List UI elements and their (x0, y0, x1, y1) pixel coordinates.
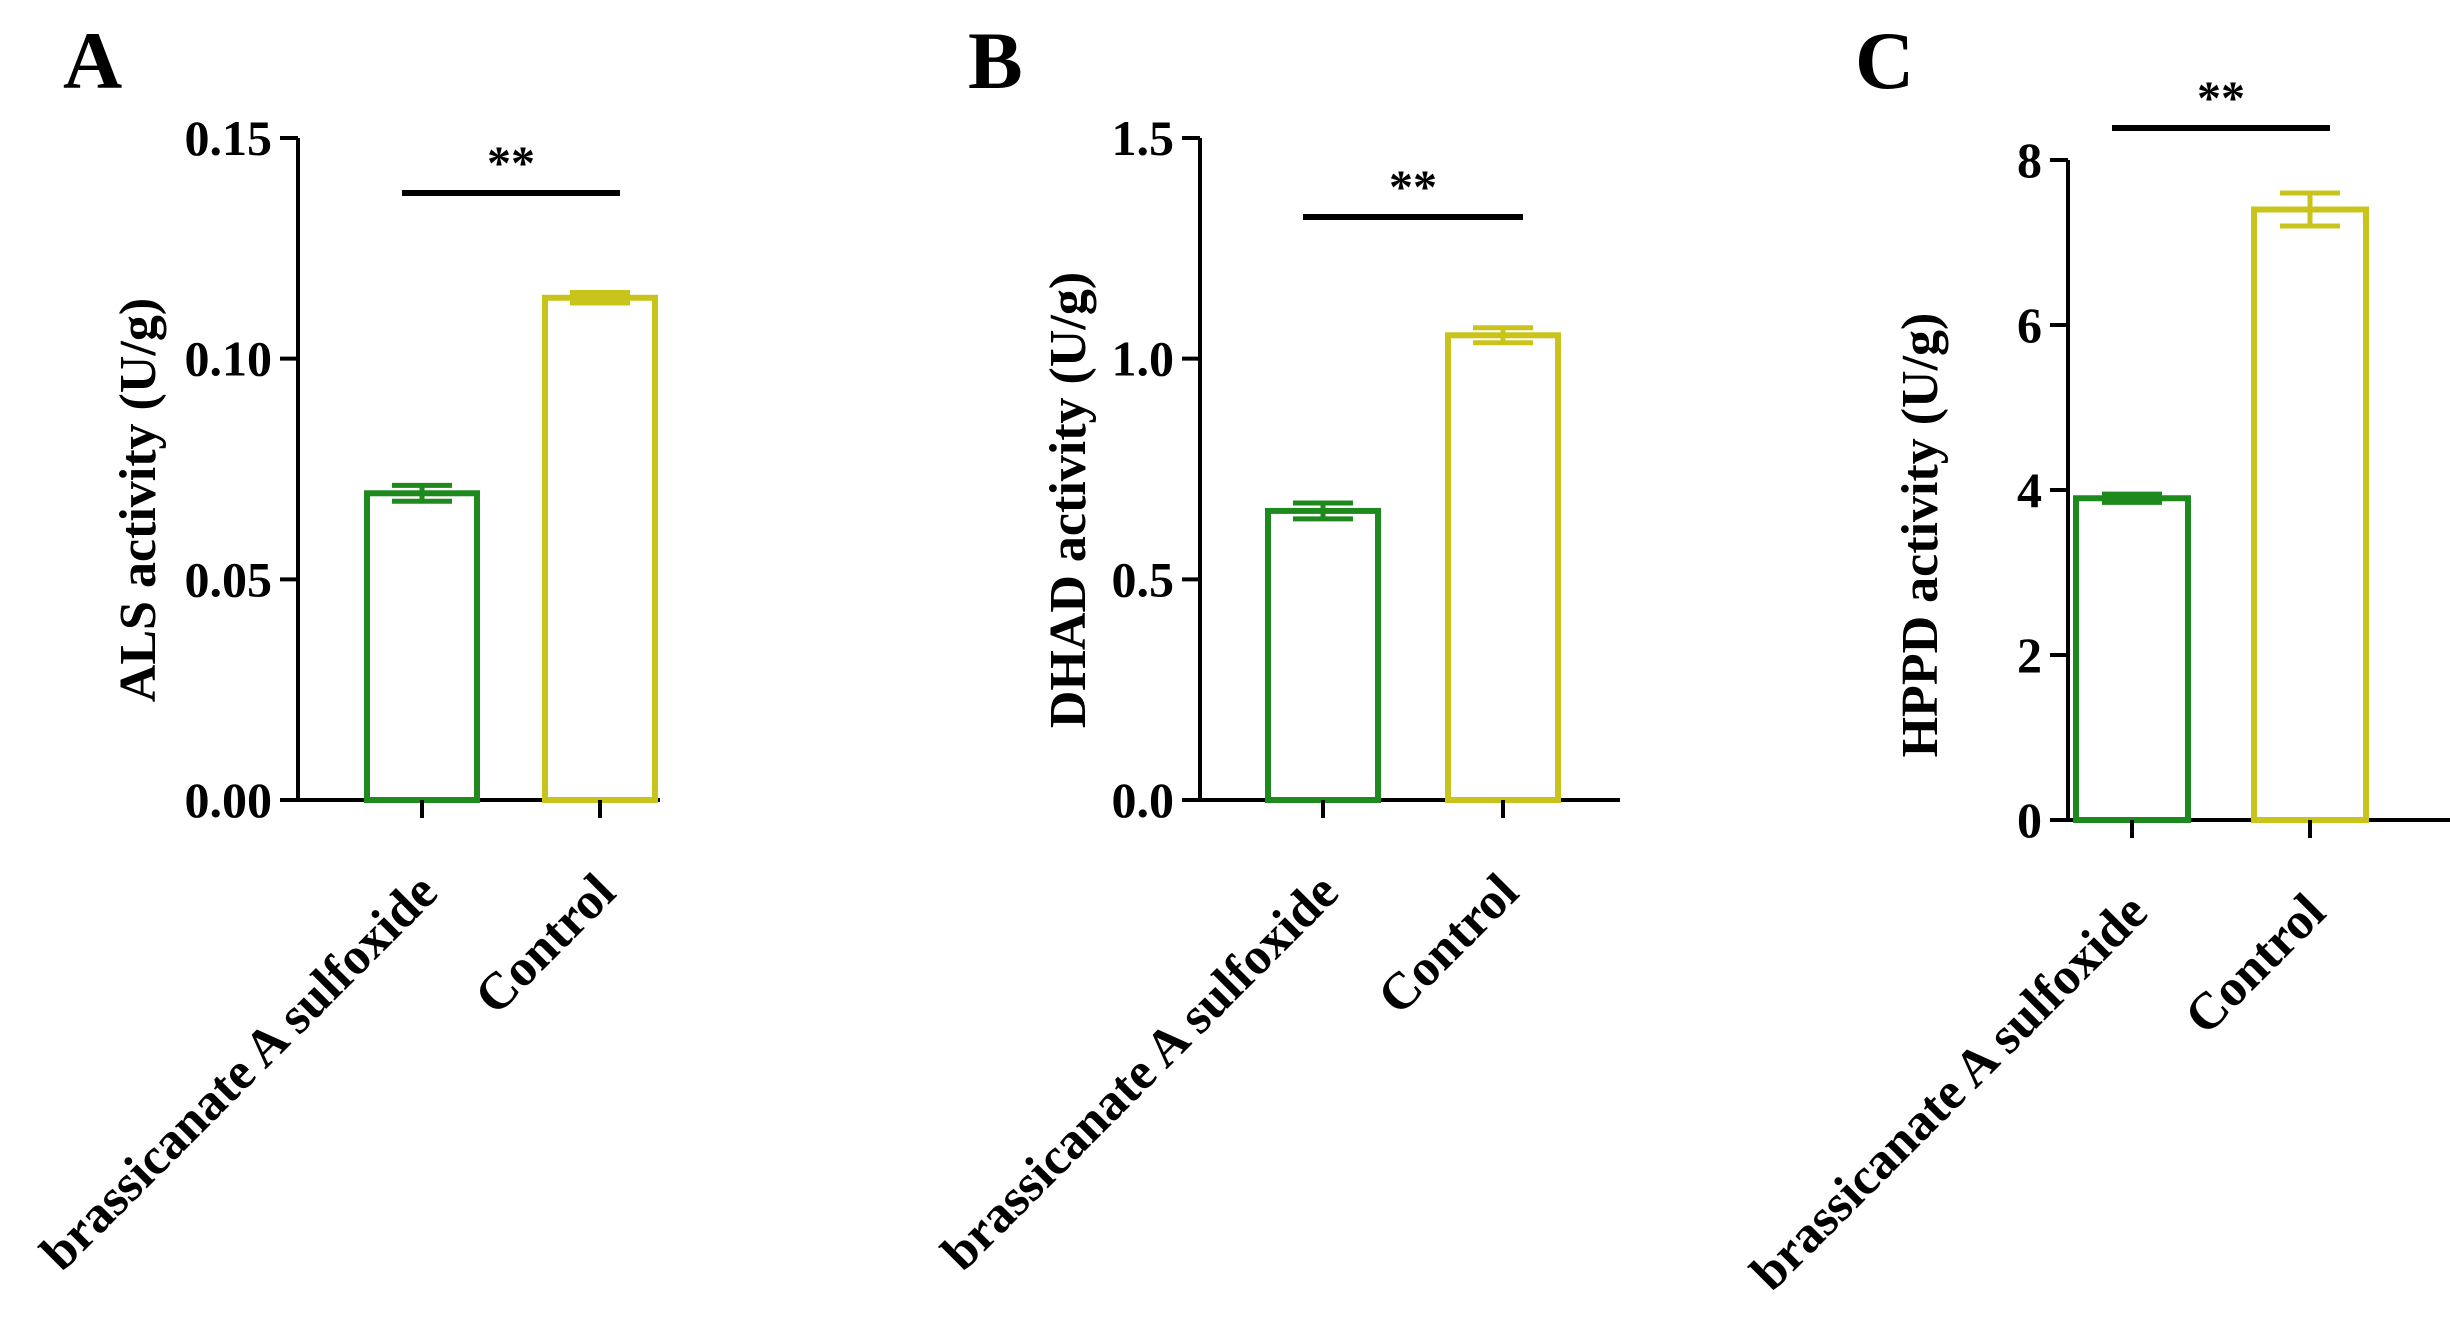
x-category-label: brassicanate A sulfoxide (30, 863, 448, 1281)
y-axis-title: HPPD activity (U/g) (1892, 313, 1949, 758)
y-tick-label: 0.0 (1112, 772, 1175, 828)
panel-label: C (1855, 15, 1914, 106)
chart-panel-a: A ALS activity (U/g) 0.00 0.05 0.10 0.15 bra… (30, 15, 660, 1281)
bar-treatment (2073, 495, 2191, 823)
x-category-label: Control (1367, 863, 1529, 1025)
bar-control (542, 294, 658, 803)
y-tick-label: 2 (2017, 627, 2042, 683)
bar-treatment (364, 490, 480, 803)
y-tick-label: 6 (2017, 297, 2042, 353)
x-category-label: brassicanate A sulfoxide (1740, 883, 2158, 1301)
significance-label: ** (2197, 72, 2245, 125)
panel-label: A (63, 15, 122, 106)
y-axis-title: DHAD activity (U/g) (1040, 272, 1097, 728)
panel-label: B (968, 15, 1023, 106)
bar-treatment (1265, 507, 1381, 803)
bar-control (2251, 206, 2369, 823)
chart-panel-c: C HPPD activity (U/g) 0 2 4 6 8 brassicanate … (1740, 15, 2450, 1301)
y-tick-label: 0.00 (185, 772, 273, 828)
y-tick-label: 8 (2017, 132, 2042, 188)
y-tick-label: 0.5 (1112, 551, 1175, 607)
y-tick-label: 0.10 (185, 331, 273, 387)
bar-control (1445, 332, 1561, 803)
significance-label: ** (487, 137, 535, 190)
x-category-label: brassicanate A sulfoxide (931, 863, 1349, 1281)
y-axis-title: ALS activity (U/g) (110, 298, 167, 702)
y-tick-label: 1.0 (1112, 331, 1175, 387)
y-tick-label: 0 (2017, 792, 2042, 848)
x-category-label: Control (2174, 883, 2336, 1045)
y-tick-label: 1.5 (1112, 110, 1175, 166)
y-tick-label: 0.05 (185, 551, 273, 607)
x-category-label: Control (464, 863, 626, 1025)
y-tick-label: 0.15 (185, 110, 273, 166)
y-tick-label: 4 (2017, 462, 2042, 518)
significance-label: ** (1389, 161, 1437, 214)
chart-panel-b: B DHAD activity (U/g) 0.0 0.5 1.0 1.5 brassi… (931, 15, 1620, 1281)
